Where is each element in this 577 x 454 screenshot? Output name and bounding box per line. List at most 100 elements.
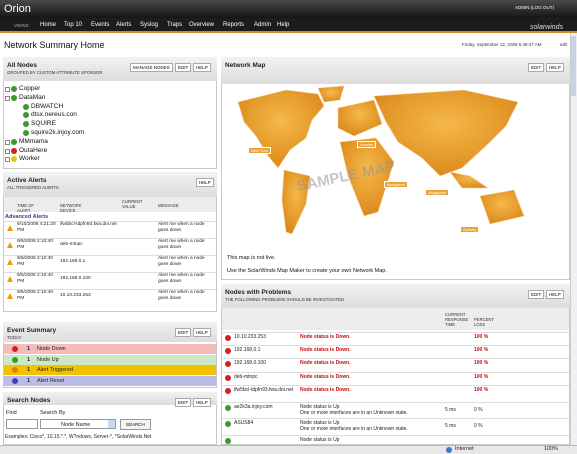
continent [281, 169, 311, 235]
page-title: Network Summary Home [4, 40, 105, 50]
alert-device[interactable]: 192.168.0.100 [60, 276, 91, 281]
nav-item[interactable]: Alerts [116, 22, 132, 28]
alert-time: 9/5/2008 2:10:40 PM [17, 239, 54, 250]
row-line [222, 435, 569, 436]
panel-subtitle: GROUPED BY CUSTOM ATTRIBUTE SPONSOR [7, 70, 103, 75]
event-icon [12, 346, 18, 352]
status-icon [225, 438, 231, 444]
button[interactable]: HELP [193, 328, 211, 337]
column-header: NETWORK DEVICE [60, 203, 82, 213]
alert-message: Alert me when a node goes down [158, 290, 205, 301]
zoom[interactable]: 100% [544, 446, 559, 452]
alert-message: Alert me when a node goes down [158, 239, 205, 250]
nav-item[interactable]: Admin [254, 22, 272, 28]
row-line [222, 418, 569, 419]
nav-item[interactable]: Reports [223, 22, 245, 28]
tree-item[interactable]: dtsx.nereus.con [31, 111, 77, 119]
button[interactable]: EDIT [528, 290, 545, 299]
city-label[interactable]: Sydney [460, 226, 480, 233]
row-line [4, 238, 216, 239]
nav-item[interactable]: Events [91, 22, 110, 28]
node-name[interactable]: ASUS84 [234, 420, 254, 426]
nav-item[interactable]: Syslog [140, 22, 159, 28]
node-status: Node status is Down. [300, 374, 351, 380]
event-row [4, 354, 216, 365]
button[interactable]: HELP [193, 398, 211, 407]
status-icon [11, 86, 17, 92]
tree-item[interactable]: DBWATCH [31, 102, 64, 110]
search-select[interactable]: Node Name [40, 419, 116, 429]
expander[interactable] [5, 87, 10, 92]
alert-device[interactable]: ifw5bcl-tdpfn93.fwa.doi.net [60, 222, 117, 227]
node-name[interactable]: deb-mtnpc [234, 374, 258, 380]
alert-device[interactable]: deb-mtnpc [60, 242, 83, 247]
alert-message: Alert me when a node goes down [158, 273, 205, 284]
nav-item[interactable]: Top 10 [64, 22, 83, 28]
button[interactable]: EDIT [528, 63, 545, 72]
scroll-thumb[interactable] [571, 36, 576, 96]
scrollbar [570, 33, 577, 445]
button[interactable]: HELP [546, 290, 564, 299]
panel-title: All Nodes [7, 62, 37, 69]
top-bar [0, 0, 577, 18]
panel-header [3, 172, 217, 197]
city-label[interactable]: Bangalore [384, 181, 409, 188]
button[interactable]: MANAGE NODES [130, 63, 173, 72]
node-name[interactable]: 192.168.0.1 [234, 347, 261, 353]
node-name[interactable]: ae2k3a.injoy.com [234, 404, 273, 410]
nav-item[interactable]: Traps [167, 22, 183, 28]
user-link[interactable]: ADMIN (LOG OUT) [515, 5, 554, 10]
button[interactable]: EDIT [175, 328, 192, 337]
status-icon [23, 103, 29, 110]
button[interactable]: HELP [196, 178, 214, 187]
event-label[interactable]: Node Up [37, 356, 59, 363]
panel-title: Network Map [225, 62, 266, 69]
tree-item[interactable]: squire2k.injoy.com [31, 129, 85, 136]
event-row [4, 375, 216, 386]
warning-icon [7, 225, 13, 231]
event-count: 1 [27, 356, 31, 363]
event-label[interactable]: Alert Triggered [37, 367, 74, 373]
node-name[interactable]: 192.168.0.100 [234, 360, 266, 366]
nav-item[interactable]: Home [40, 22, 57, 28]
tree-item[interactable]: Worker [19, 155, 40, 163]
percent-loss: 0 % [474, 423, 483, 429]
tree-item[interactable]: Copper [19, 85, 41, 92]
status-icon [225, 375, 231, 381]
alert-device[interactable]: 192.168.0.1 [60, 259, 86, 264]
event-label[interactable]: Alert Reset [37, 377, 65, 384]
warning-icon [7, 242, 13, 248]
city-label[interactable]: London [357, 141, 377, 148]
tree-item[interactable]: SQUIRE [31, 120, 56, 128]
expander[interactable] [5, 148, 10, 154]
column-header: CURRENT VALUE [122, 199, 143, 209]
expander[interactable] [5, 157, 10, 163]
node-status: Node status is Down. [300, 387, 351, 393]
nav-item[interactable]: Help [277, 22, 290, 28]
node-status: One or more interfaces are in an Unknown… [300, 410, 408, 416]
button[interactable]: EDIT [175, 398, 192, 407]
edit-link[interactable]: edit [560, 42, 568, 47]
event-count: 1 [27, 367, 31, 373]
city-label[interactable]: New York [248, 147, 271, 154]
group-label: Advanced Alerts [5, 214, 49, 220]
tree-item[interactable]: OutaHere [19, 146, 48, 154]
tree-item[interactable]: DataMan [19, 93, 46, 101]
search-button[interactable]: SEARCH [120, 419, 151, 430]
status-icon [225, 405, 231, 411]
expander[interactable] [5, 139, 10, 145]
expander[interactable] [5, 95, 10, 101]
event-label[interactable]: Node Down [37, 346, 66, 352]
nav-item[interactable]: Overview [189, 22, 215, 28]
node-name[interactable]: ifw5bcl-tdpfn93.fwa.doi.net [234, 387, 294, 393]
zone: Internet [455, 446, 474, 452]
node-name[interactable]: 10.10.233.253 [234, 334, 266, 340]
row-line [222, 358, 569, 359]
button[interactable]: HELP [193, 63, 211, 72]
alert-device[interactable]: 10.10.233.253 [60, 293, 91, 298]
button[interactable]: EDIT [175, 63, 192, 72]
tree-item[interactable]: MMmama [19, 137, 48, 145]
find-input[interactable] [6, 419, 38, 429]
button[interactable]: HELP [546, 63, 564, 72]
city-label[interactable]: Singapore [425, 189, 450, 196]
